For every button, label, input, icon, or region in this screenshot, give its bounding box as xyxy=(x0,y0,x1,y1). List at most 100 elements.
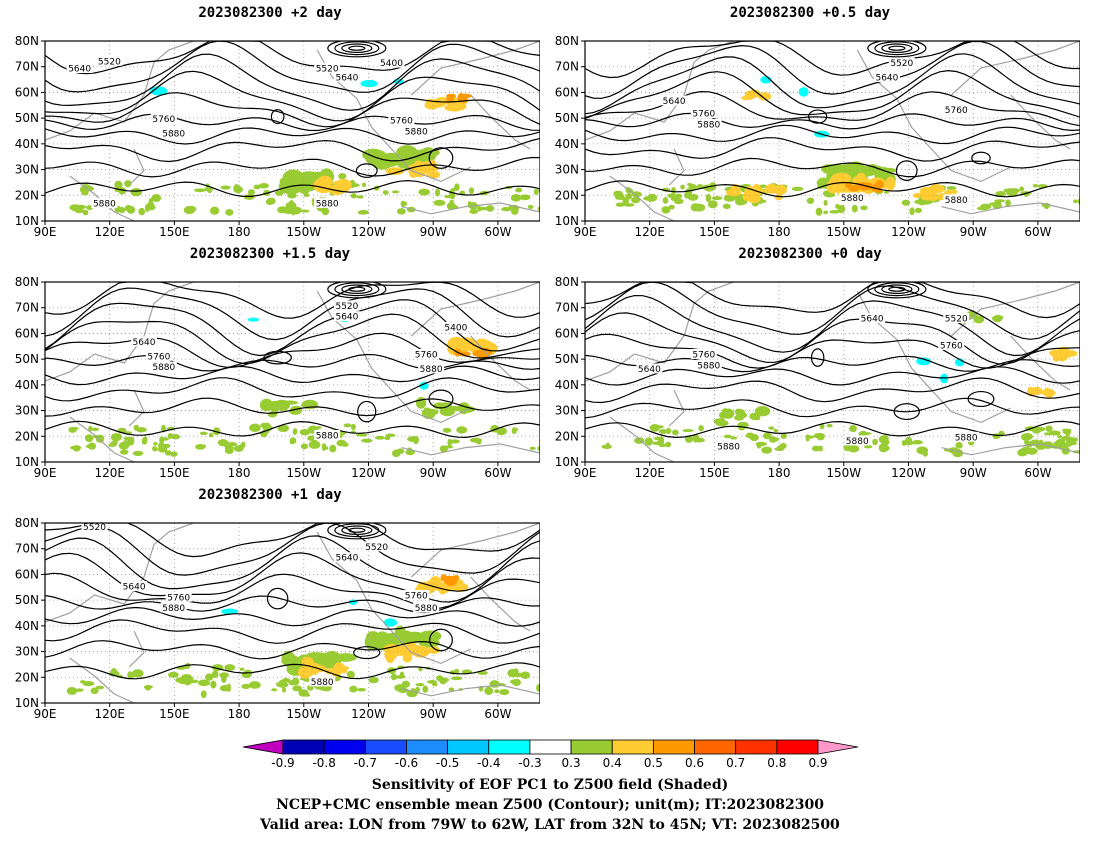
contour-label-bg xyxy=(873,72,900,82)
contour-line xyxy=(45,662,540,680)
shade-patch xyxy=(509,679,520,684)
shade-patch xyxy=(779,443,787,448)
contour-label: 5880 xyxy=(945,196,968,206)
closed-contour xyxy=(357,400,377,423)
colorbar-tick-label: -0.7 xyxy=(354,756,377,770)
shade-patch xyxy=(321,443,327,451)
lon-tick-label: 90E xyxy=(34,707,57,721)
shade-patch xyxy=(299,175,310,185)
shade-patch xyxy=(955,441,963,449)
shade-patch xyxy=(241,683,251,690)
colorbar-swatch xyxy=(652,739,695,755)
shade-patch xyxy=(82,209,89,216)
shade-patch xyxy=(133,424,140,431)
shade-patch xyxy=(762,432,772,440)
contour-line xyxy=(45,127,540,145)
closed-contour xyxy=(874,282,920,297)
closed-contour xyxy=(428,389,454,409)
shade-patch xyxy=(118,441,130,450)
lon-tick-label: 150E xyxy=(159,225,190,239)
shade-patch xyxy=(672,429,679,436)
shade-patch xyxy=(247,189,255,196)
contour-label-bg xyxy=(309,676,336,687)
colorbar-swatch xyxy=(611,739,654,755)
contour-label: 5880 xyxy=(162,129,185,139)
shade-patch xyxy=(205,183,210,191)
shade-patch xyxy=(780,432,787,439)
contour-line xyxy=(45,420,540,439)
colorbar-swatch xyxy=(447,739,490,755)
shade-patch xyxy=(385,433,396,438)
lat-tick-label: 20N xyxy=(15,188,39,202)
shade-patch xyxy=(171,434,181,440)
contour-label-bg xyxy=(403,126,430,136)
shade-patch xyxy=(668,204,675,210)
shade-patch xyxy=(806,197,815,204)
panel-title: 2023082300 +1.5 day xyxy=(189,246,351,262)
contour-label: 5640 xyxy=(123,583,146,593)
shade-patch xyxy=(440,574,448,582)
contour-label-bg xyxy=(403,590,430,600)
shade-patch xyxy=(226,442,238,447)
contour-label-bg xyxy=(121,581,148,591)
shade-patch xyxy=(69,204,81,211)
lon-tick-label: 120W xyxy=(351,466,386,480)
lat-tick-label: 10N xyxy=(555,455,579,469)
contour-line xyxy=(585,137,1080,162)
shade-patch xyxy=(533,188,539,196)
closed-contour xyxy=(334,282,380,297)
lat-tick-label: 40N xyxy=(15,378,39,392)
contour-label: 5880 xyxy=(316,432,339,442)
shade-patch xyxy=(439,406,455,417)
lon-tick-label: 180 xyxy=(228,466,251,480)
shade-patch xyxy=(747,193,761,204)
shade-patch xyxy=(829,209,841,214)
lon-tick-label: 120W xyxy=(351,707,386,721)
shade-patch xyxy=(1043,387,1051,397)
shade-patch-negative xyxy=(419,381,429,390)
lat-tick-label: 60N xyxy=(555,326,579,340)
closed-contour xyxy=(353,646,381,660)
lon-tick-label: 150E xyxy=(699,466,730,480)
shade-patch xyxy=(806,435,815,439)
closed-contour xyxy=(810,348,825,367)
map-frame xyxy=(584,40,1080,222)
contour-label-bg xyxy=(160,127,187,138)
lon-tick-label: 150W xyxy=(286,466,321,480)
shade-patch xyxy=(418,666,423,672)
lat-tick-label: 20N xyxy=(15,670,39,684)
shade-patch xyxy=(520,671,531,679)
coastline xyxy=(45,282,194,382)
shade-patch xyxy=(1057,434,1063,439)
shade-patch xyxy=(350,193,357,199)
lat-tick-label: 40N xyxy=(555,378,579,392)
shade-patch xyxy=(164,450,172,456)
shade-patch xyxy=(142,436,148,443)
contour-label-bg xyxy=(636,363,663,374)
panel-title: 2023082300 +2 day xyxy=(198,5,342,21)
coastline xyxy=(950,282,1080,337)
shade-patch xyxy=(183,206,195,215)
lat-tick-label: 20N xyxy=(555,429,579,443)
contour-line xyxy=(45,535,540,592)
z500-contours xyxy=(585,282,1080,439)
colorbar-tick-label: 0.4 xyxy=(603,756,622,770)
lat-tick-label: 50N xyxy=(15,111,39,125)
panel-title: 2023082300 +1 day xyxy=(198,487,342,503)
shade-patch xyxy=(356,195,364,199)
shade-patch xyxy=(1061,446,1071,455)
shade-patch xyxy=(991,316,1002,321)
shade-patch xyxy=(1005,199,1011,208)
shade-patch xyxy=(392,649,399,657)
closed-contour xyxy=(429,628,453,652)
contour-label: 5760 xyxy=(167,593,190,603)
closed-contour xyxy=(874,41,920,56)
contour-label: 5760 xyxy=(152,115,175,125)
contour-label-bg xyxy=(661,95,688,106)
shade-patch-negative xyxy=(916,357,931,366)
map-frame xyxy=(44,40,540,222)
shade-patch xyxy=(110,668,118,676)
shade-patch xyxy=(469,437,482,443)
